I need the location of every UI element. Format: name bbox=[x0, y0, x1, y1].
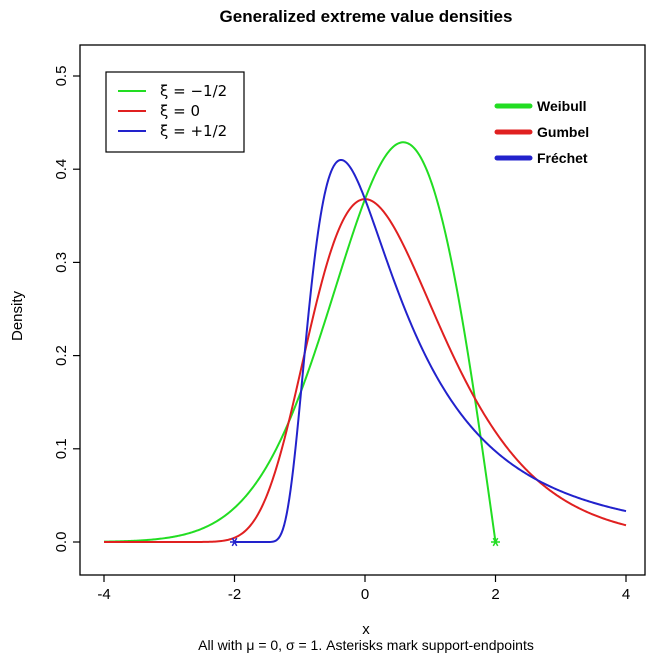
y-tick-label: 0.4 bbox=[53, 159, 70, 180]
legend-label: ξ = −1/2 bbox=[160, 82, 227, 100]
plot-frame bbox=[79, 44, 646, 576]
y-tick-label: 0.5 bbox=[53, 66, 70, 87]
endpoint-asterisk bbox=[491, 537, 500, 547]
endpoint-asterisk bbox=[230, 537, 239, 547]
series-line-0 bbox=[103, 141, 497, 543]
series-line-2 bbox=[234, 158, 627, 543]
chart-title: Generalized extreme value densities bbox=[220, 7, 513, 26]
legend-families: Weibull Gumbel Fréchet bbox=[494, 98, 589, 166]
legend-label: Gumbel bbox=[537, 124, 589, 140]
y-tick-label: 0.2 bbox=[53, 345, 70, 366]
y-axis-label: Density bbox=[9, 290, 26, 341]
y-tick-label: 0.0 bbox=[53, 532, 70, 553]
axis-ticks: -4 -2 0 2 4 0.0 0.1 0.2 0.3 0.4 0.5 bbox=[53, 66, 630, 603]
legend-label: Fréchet bbox=[537, 150, 588, 166]
legend-xi: ξ = −1/2 ξ = 0 ξ = +1/2 bbox=[105, 71, 245, 153]
y-tick-label: 0.3 bbox=[53, 252, 70, 273]
density-curves bbox=[103, 141, 627, 543]
x-tick-label: 0 bbox=[361, 586, 369, 603]
series-line-1 bbox=[104, 198, 627, 543]
x-tick-label: -2 bbox=[228, 586, 241, 603]
legend-label: ξ = 0 bbox=[160, 102, 200, 120]
x-axis-label: x bbox=[362, 621, 370, 638]
y-tick-label: 0.1 bbox=[53, 438, 70, 459]
x-tick-label: 4 bbox=[622, 586, 630, 603]
x-tick-label: -4 bbox=[97, 586, 110, 603]
chart-caption: All with μ = 0, σ = 1. Asterisks mark su… bbox=[198, 637, 534, 653]
legend-label: ξ = +1/2 bbox=[160, 122, 227, 140]
x-tick-label: 2 bbox=[491, 586, 499, 603]
support-endpoints bbox=[230, 537, 500, 547]
legend-label: Weibull bbox=[537, 98, 587, 114]
